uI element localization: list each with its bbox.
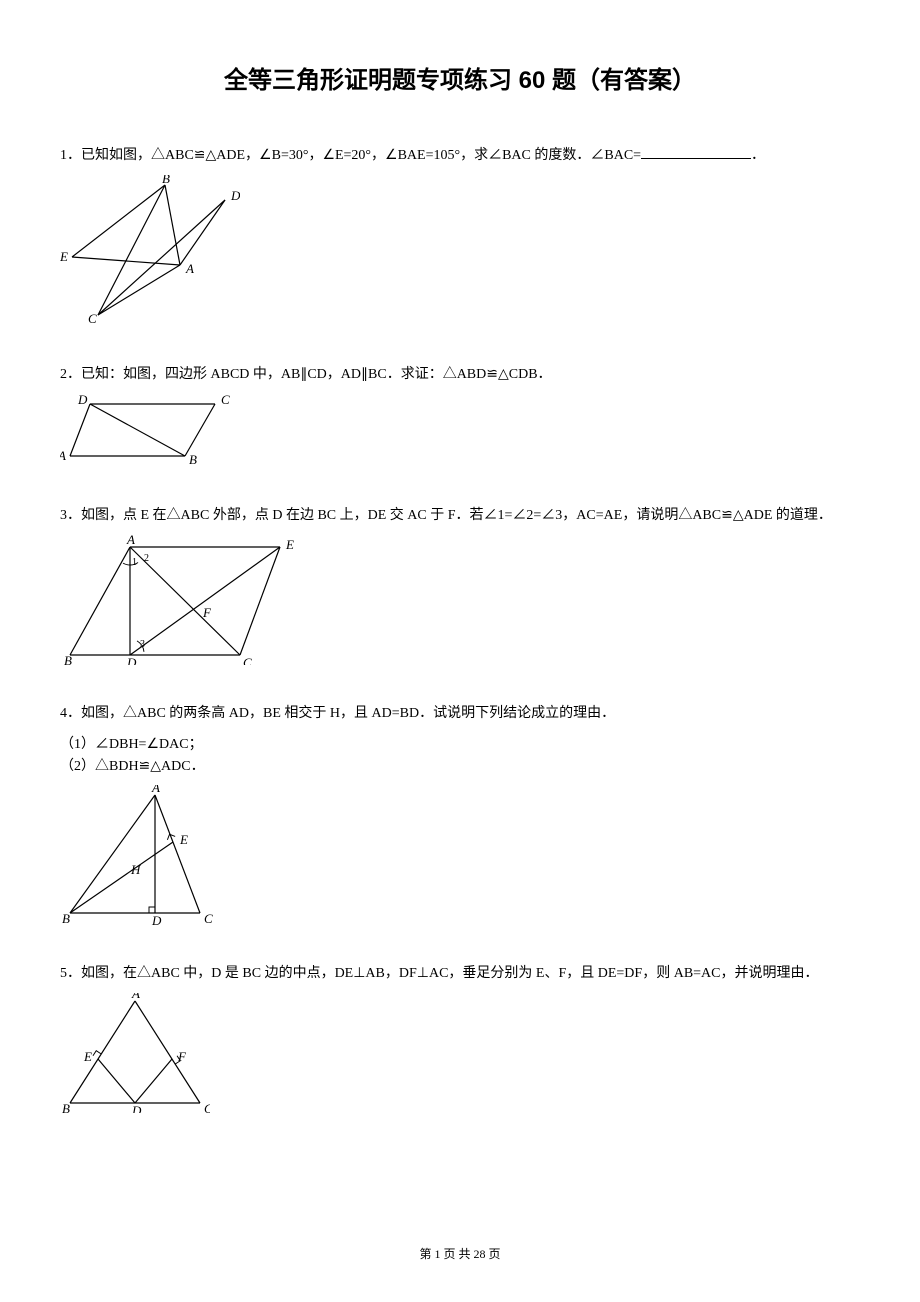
problem-1-blank — [641, 145, 751, 159]
svg-text:A: A — [151, 785, 160, 795]
problem-1-figure: B D E A C — [60, 175, 860, 333]
problem-1-suffix: ． — [751, 148, 765, 163]
problem-1-text: 1．已知如图，△ABC≌△ADE，∠B=30°，∠E=20°，∠BAE=105°… — [60, 145, 860, 167]
svg-text:D: D — [131, 1103, 142, 1113]
svg-text:A: A — [131, 993, 140, 1001]
svg-text:A: A — [185, 261, 194, 276]
figure-1-svg: B D E A C — [60, 175, 240, 325]
svg-text:F: F — [177, 1049, 187, 1064]
figure-2-svg: D C A B — [60, 394, 240, 466]
problem-4-text: 4．如图，△ABC 的两条高 AD，BE 相交于 H，且 AD=BD．试说明下列… — [60, 703, 860, 725]
problem-5-text: 5．如图，在△ABC 中，D 是 BC 边的中点，DE⊥AB，DF⊥AC，垂足分… — [60, 963, 860, 985]
footer-prefix: 第 — [419, 1247, 434, 1261]
svg-text:E: E — [285, 537, 294, 552]
svg-text:C: C — [204, 911, 213, 925]
svg-text:C: C — [221, 394, 230, 407]
figure-5-svg: A B C D E F — [60, 993, 210, 1113]
problem-4-sub1: （1）∠DBH=∠DAC； — [60, 734, 860, 756]
svg-text:D: D — [151, 913, 162, 925]
svg-text:C: C — [88, 311, 97, 325]
problem-5-figure: A B C D E F — [60, 993, 860, 1121]
svg-text:2: 2 — [144, 553, 149, 564]
footer-total: 28 — [474, 1247, 486, 1261]
problem-4-sub2: （2）△BDH≌△ADC． — [60, 756, 860, 778]
svg-text:E: E — [83, 1049, 92, 1064]
svg-text:1: 1 — [132, 557, 137, 568]
problem-4: 4．如图，△ABC 的两条高 AD，BE 相交于 H，且 AD=BD．试说明下列… — [60, 703, 860, 933]
svg-text:F: F — [202, 605, 212, 620]
problem-5: 5．如图，在△ABC 中，D 是 BC 边的中点，DE⊥AB，DF⊥AC，垂足分… — [60, 963, 860, 1122]
svg-text:B: B — [62, 1101, 70, 1113]
figure-4-svg: A B D C E H — [60, 785, 220, 925]
problem-3-text: 3．如图，点 E 在△ABC 外部，点 D 在边 BC 上，DE 交 AC 于 … — [60, 505, 860, 527]
problem-1-stem: 1．已知如图，△ABC≌△ADE，∠B=30°，∠E=20°，∠BAE=105°… — [60, 148, 641, 163]
svg-text:B: B — [64, 653, 72, 665]
page-footer: 第 1 页 共 28 页 — [0, 1245, 920, 1262]
problem-4-figure: A B D C E H — [60, 785, 860, 933]
svg-text:B: B — [189, 452, 197, 466]
svg-text:D: D — [230, 188, 240, 203]
problem-3-figure: 12 3 A E B D C F — [60, 535, 860, 673]
svg-text:A: A — [126, 535, 135, 547]
problem-2-figure: D C A B — [60, 394, 860, 474]
svg-text:A: A — [60, 448, 66, 463]
svg-text:C: C — [243, 655, 252, 665]
svg-text:C: C — [204, 1101, 210, 1113]
problem-1: 1．已知如图，△ABC≌△ADE，∠B=30°，∠E=20°，∠BAE=105°… — [60, 145, 860, 334]
svg-text:B: B — [162, 175, 170, 186]
footer-suffix: 页 — [486, 1247, 501, 1261]
svg-text:D: D — [126, 655, 137, 665]
svg-text:H: H — [130, 862, 141, 877]
problem-3: 3．如图，点 E 在△ABC 外部，点 D 在边 BC 上，DE 交 AC 于 … — [60, 505, 860, 674]
svg-text:E: E — [60, 249, 68, 264]
svg-text:E: E — [179, 832, 188, 847]
problem-2: 2．已知：如图，四边形 ABCD 中，AB∥CD，AD∥BC．求证：△ABD≌△… — [60, 364, 860, 475]
problem-2-text: 2．已知：如图，四边形 ABCD 中，AB∥CD，AD∥BC．求证：△ABD≌△… — [60, 364, 860, 386]
figure-3-svg: 12 3 A E B D C F — [60, 535, 300, 665]
footer-middle: 页 共 — [440, 1247, 473, 1261]
svg-text:B: B — [62, 911, 70, 925]
svg-text:D: D — [77, 394, 88, 407]
svg-text:3: 3 — [140, 639, 145, 650]
page-title: 全等三角形证明题专项练习 60 题（有答案） — [60, 60, 860, 95]
